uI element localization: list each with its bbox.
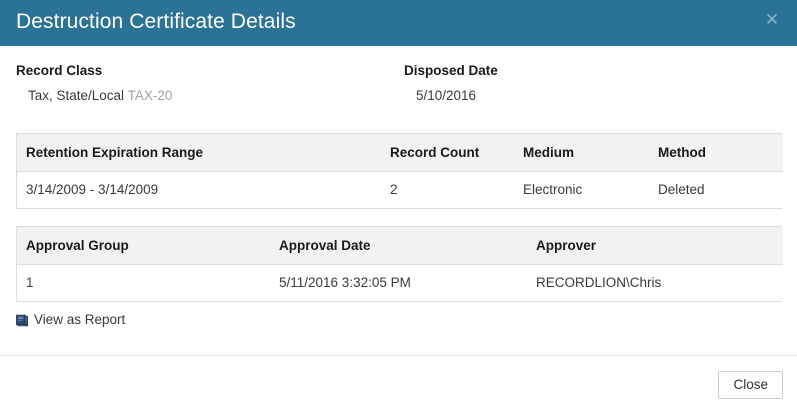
page-title: Destruction Certificate Details: [16, 10, 296, 33]
disposed-date-value: 5/10/2016: [416, 88, 477, 103]
summary-section: Record Class Tax, State/Local TAX-20 Dis…: [0, 46, 797, 121]
record-class-label: Record Class: [16, 63, 103, 78]
cell-approval-group: 1: [17, 264, 279, 301]
cell-record-count: 2: [390, 171, 523, 208]
table-header-row: Retention Expiration Range Record Count …: [17, 134, 783, 172]
view-as-report-link[interactable]: View as Report: [15, 312, 125, 328]
column-header-record-count: Record Count: [390, 134, 523, 172]
close-icon[interactable]: ✕: [764, 10, 780, 29]
approval-table: Approval Group Approval Date Approver 1 …: [16, 226, 783, 302]
table-row: 3/14/2009 - 3/14/2009 2 Electronic Delet…: [17, 171, 783, 208]
close-button[interactable]: Close: [718, 371, 783, 399]
cell-method: Deleted: [658, 171, 783, 208]
disposed-date-field: Disposed Date 5/10/2016: [404, 62, 498, 104]
cell-approval-date: 5/11/2016 3:32:05 PM: [279, 264, 536, 301]
footer-divider: [0, 355, 797, 356]
report-book-icon: [16, 314, 28, 327]
record-class-field: Record Class Tax, State/Local TAX-20: [16, 62, 172, 104]
retention-table: Retention Expiration Range Record Count …: [16, 133, 783, 209]
column-header-approval-group: Approval Group: [17, 227, 279, 265]
record-class-value: Tax, State/Local TAX-20: [28, 87, 172, 104]
column-header-medium: Medium: [523, 134, 658, 172]
disposed-date-label: Disposed Date: [404, 63, 498, 78]
column-header-retention-range: Retention Expiration Range: [17, 134, 390, 172]
record-class-code: TAX-20: [127, 88, 173, 103]
dialog-footer: Close: [0, 356, 797, 413]
view-as-report-label: View as Report: [34, 312, 126, 327]
table-header-row: Approval Group Approval Date Approver: [17, 227, 783, 265]
column-header-method: Method: [658, 134, 783, 172]
cell-retention-range: 3/14/2009 - 3/14/2009: [17, 171, 390, 208]
dialog-header: Destruction Certificate Details ✕: [0, 0, 797, 46]
column-header-approval-date: Approval Date: [279, 227, 536, 265]
record-class-text: Tax, State/Local: [28, 88, 125, 103]
cell-approver: RECORDLION\Chris: [536, 264, 783, 301]
column-header-approver: Approver: [536, 227, 783, 265]
table-row: 1 5/11/2016 3:32:05 PM RECORDLION\Chris: [17, 264, 783, 301]
cell-medium: Electronic: [523, 171, 658, 208]
